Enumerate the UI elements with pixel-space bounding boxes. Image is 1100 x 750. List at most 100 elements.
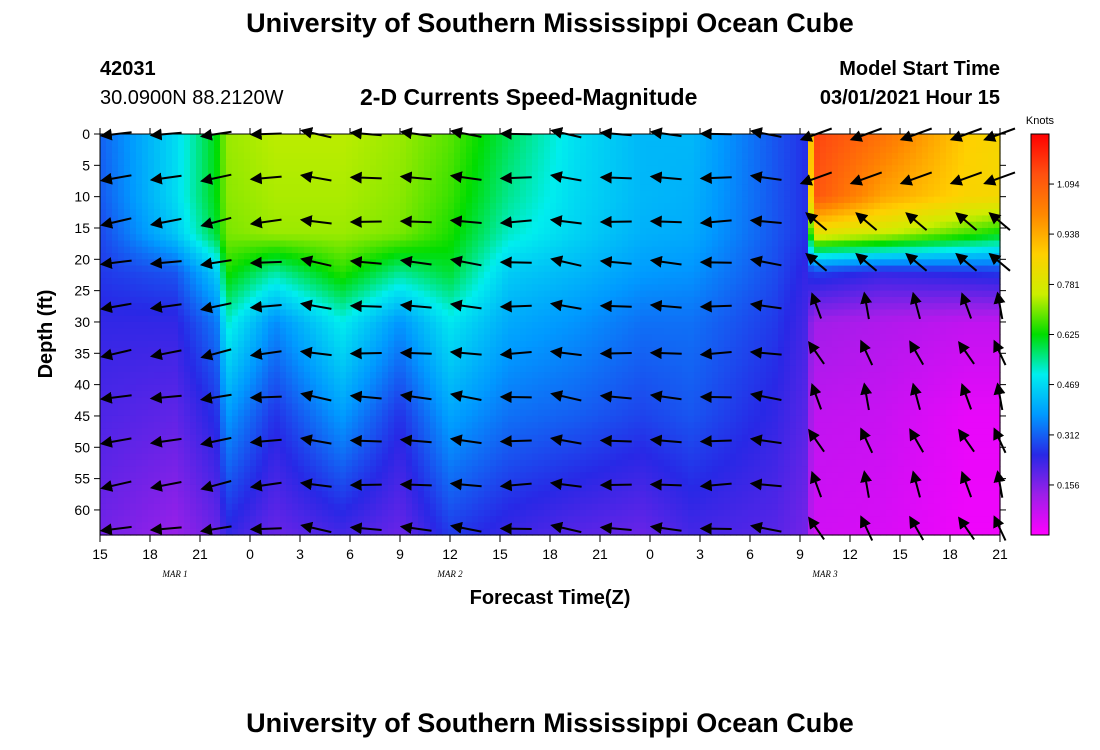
heat-cell	[496, 509, 503, 517]
heat-cell	[478, 472, 485, 480]
heat-cell	[310, 347, 317, 354]
heat-cell	[544, 165, 551, 173]
heat-cell	[160, 315, 167, 323]
heat-cell	[298, 134, 305, 141]
heat-cell	[184, 372, 191, 379]
heat-cell	[310, 497, 317, 505]
heat-cell	[220, 309, 227, 317]
heat-cell	[262, 428, 269, 436]
heat-cell	[562, 472, 569, 480]
heat-cell	[460, 246, 467, 254]
heat-cell	[556, 284, 563, 292]
heat-cell	[388, 453, 395, 461]
heat-cell	[334, 328, 341, 336]
heat-cell	[322, 290, 329, 298]
heat-cell	[250, 159, 257, 166]
heat-cell	[490, 484, 497, 492]
heat-cell	[436, 434, 443, 442]
heat-cell	[394, 378, 401, 386]
heat-cell	[370, 171, 377, 179]
heat-cell	[376, 359, 383, 367]
heat-cell	[220, 152, 227, 160]
heat-cell	[406, 328, 413, 336]
heat-cell	[214, 315, 221, 323]
heat-cell	[532, 146, 539, 154]
heat-cell	[358, 516, 365, 524]
heat-cell	[418, 466, 425, 473]
heat-cell	[268, 347, 275, 354]
heat-cell	[340, 509, 347, 517]
heat-cell	[226, 484, 233, 492]
heat-cell	[124, 359, 131, 367]
heat-cell	[118, 453, 125, 461]
heat-cell	[394, 265, 401, 273]
heat-cell	[544, 415, 551, 423]
heat-cell	[142, 328, 149, 336]
heat-cell	[400, 321, 407, 329]
heat-cell	[478, 196, 485, 204]
heat-cell	[304, 328, 311, 336]
heat-cell	[304, 453, 311, 461]
heat-cell	[532, 365, 539, 373]
heat-cell	[490, 441, 497, 448]
heat-cell	[190, 240, 197, 248]
heat-cell	[478, 491, 485, 499]
heat-cell	[292, 453, 299, 461]
heat-cell	[490, 152, 497, 160]
heat-cell	[316, 309, 323, 317]
heat-cell	[208, 347, 215, 354]
heat-cell	[394, 321, 401, 329]
heat-cell	[130, 340, 137, 348]
heat-cell	[484, 328, 491, 336]
heat-cell	[190, 152, 197, 160]
heat-cell	[430, 359, 437, 367]
heat-cell	[382, 240, 389, 248]
heat-cell	[430, 271, 437, 279]
heat-cell	[280, 340, 287, 348]
heat-cell	[214, 284, 221, 292]
heat-cell	[262, 315, 269, 323]
heat-cell	[514, 184, 521, 191]
heat-cell	[184, 140, 191, 148]
heat-cell	[436, 372, 443, 379]
heat-cell	[310, 171, 317, 179]
heat-cell	[382, 422, 389, 430]
heat-cell	[286, 415, 293, 423]
heat-cell	[172, 290, 179, 298]
heat-cell	[274, 234, 281, 242]
heat-cell	[292, 253, 299, 260]
heat-cell	[382, 303, 389, 311]
heat-cell	[388, 265, 395, 273]
heat-cell	[496, 215, 503, 223]
heat-cell	[418, 265, 425, 273]
heat-cell	[172, 378, 179, 386]
heat-cell	[508, 509, 515, 517]
heat-cell	[280, 278, 287, 285]
heat-cell	[310, 522, 317, 530]
heat-cell	[298, 459, 305, 467]
heat-cell	[220, 209, 227, 217]
heat-cell	[154, 415, 161, 423]
heat-cell	[526, 152, 533, 160]
heat-cell	[130, 271, 137, 279]
heat-cell	[412, 353, 419, 361]
heat-cell	[322, 378, 329, 386]
heat-cell	[496, 372, 503, 379]
heat-cell	[322, 134, 329, 141]
heat-cell	[388, 359, 395, 367]
heat-cell	[388, 284, 395, 292]
heat-cell	[382, 196, 389, 204]
heat-cell	[244, 347, 251, 354]
heat-cell	[238, 453, 245, 461]
heat-cell	[382, 209, 389, 217]
heat-cell	[550, 484, 557, 492]
heat-cell	[286, 528, 293, 536]
heat-cell	[496, 484, 503, 492]
heat-cell	[274, 140, 281, 148]
heat-cell	[472, 321, 479, 329]
heat-cell	[352, 321, 359, 329]
heat-cell	[220, 491, 227, 499]
heat-cell	[364, 171, 371, 179]
heat-cell	[496, 415, 503, 423]
heat-cell	[304, 484, 311, 492]
